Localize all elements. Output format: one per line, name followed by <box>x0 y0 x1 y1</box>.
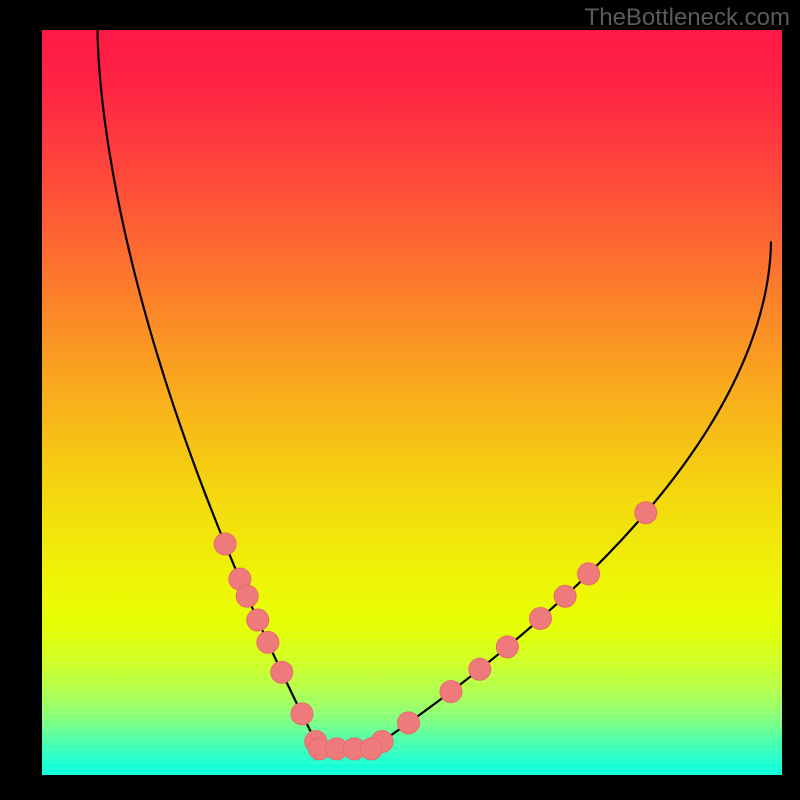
curve-marker <box>257 631 279 653</box>
chart-stage: TheBottleneck.com <box>0 0 800 800</box>
curve-marker <box>271 661 293 683</box>
curve-marker <box>440 681 462 703</box>
curve-marker <box>247 609 269 631</box>
curve-marker <box>469 658 491 680</box>
curve-marker <box>529 608 551 630</box>
curve-marker <box>578 563 600 585</box>
watermark-text: TheBottleneck.com <box>585 4 790 32</box>
curve-marker <box>496 636 518 658</box>
curve-marker <box>554 585 576 607</box>
curve-marker <box>291 703 313 725</box>
curve-marker <box>236 585 258 607</box>
curve-marker <box>360 738 382 760</box>
bottleneck-curve-plot <box>42 30 782 775</box>
curve-marker <box>635 502 657 524</box>
curve-marker <box>398 712 420 734</box>
curve-marker <box>214 533 236 555</box>
